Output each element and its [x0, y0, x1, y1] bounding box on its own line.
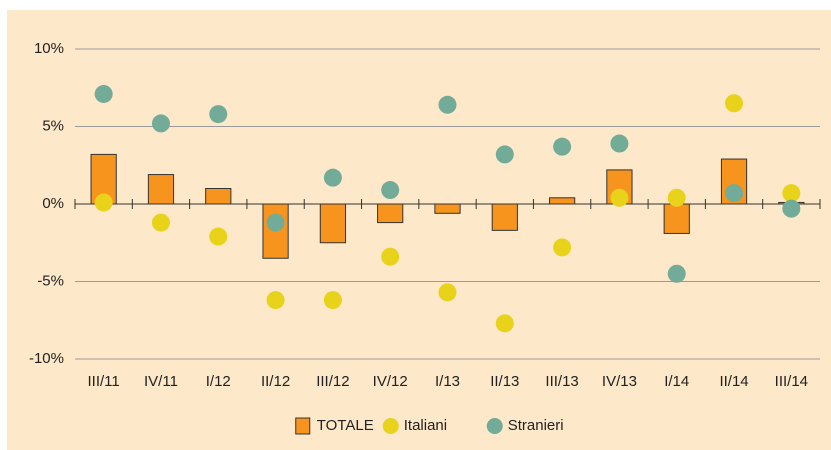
- legend-label: Stranieri: [508, 417, 564, 434]
- point: [610, 134, 629, 153]
- x-tick-label: II/12: [261, 373, 290, 390]
- x-tick-label: I/14: [664, 373, 689, 390]
- x-tick-label: II/14: [719, 373, 748, 390]
- x-tick-label: I/12: [206, 373, 231, 390]
- point: [725, 184, 744, 203]
- point: [667, 188, 686, 207]
- x-tick-label: I/13: [435, 373, 460, 390]
- point: [266, 213, 285, 232]
- point: [495, 314, 514, 333]
- point: [266, 291, 285, 310]
- point: [94, 193, 113, 212]
- y-tick-label: 0%: [42, 195, 64, 212]
- x-tick-label: IV/11: [144, 373, 178, 390]
- point: [553, 137, 572, 156]
- legend-marker: [295, 417, 311, 435]
- x-tick-label: III/12: [316, 373, 349, 390]
- y-tick-label: 10%: [34, 40, 64, 57]
- y-tick-label: -10%: [29, 350, 64, 367]
- point: [209, 105, 228, 124]
- point: [438, 95, 457, 114]
- y-tick-label: 5%: [42, 117, 64, 134]
- point: [782, 184, 801, 203]
- point: [151, 114, 170, 133]
- x-tick-label: III/11: [88, 373, 120, 390]
- point: [725, 94, 744, 113]
- point: [667, 264, 686, 283]
- bar: [377, 203, 404, 224]
- point: [553, 238, 572, 257]
- bar: [319, 203, 346, 244]
- x-tick-label: III/14: [775, 373, 808, 390]
- point: [782, 199, 801, 218]
- x-tick-label: IV/12: [373, 373, 408, 390]
- point: [495, 145, 514, 164]
- x-tick-label: III/13: [545, 373, 578, 390]
- point: [381, 247, 400, 266]
- point: [209, 227, 228, 246]
- legend-label: Italiani: [404, 417, 447, 434]
- point: [381, 181, 400, 200]
- bar: [147, 174, 175, 205]
- x-tick-label: II/13: [490, 373, 519, 390]
- legend-label: TOTALE: [317, 417, 374, 434]
- bar: [549, 197, 576, 205]
- y-tick-label: -5%: [37, 272, 64, 289]
- point: [323, 291, 342, 310]
- bar: [663, 203, 690, 234]
- point: [151, 213, 170, 232]
- point: [438, 283, 457, 302]
- x-tick-label: IV/13: [602, 373, 637, 390]
- bar: [491, 203, 518, 231]
- chart-bg: [7, 10, 831, 450]
- point: [323, 168, 342, 187]
- point: [94, 84, 113, 103]
- bar: [205, 188, 232, 205]
- legend-marker: [486, 418, 503, 434]
- legend-marker: [382, 418, 399, 434]
- point: [610, 188, 629, 207]
- bar: [434, 203, 461, 214]
